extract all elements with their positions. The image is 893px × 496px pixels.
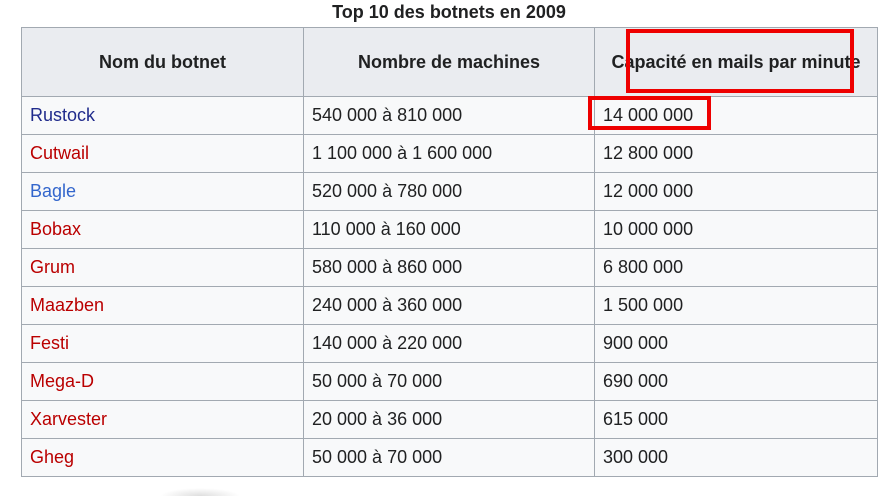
- botnet-table: Nom du botnet Nombre de machines Capacit…: [21, 27, 878, 477]
- botnet-link[interactable]: Bobax: [30, 219, 82, 239]
- cell-machine-count: 580 000 à 860 000: [303, 248, 595, 287]
- cell-mail-capacity: 12 000 000: [594, 172, 878, 211]
- cell-botnet-name: Cutwail: [21, 134, 304, 173]
- header-machine-count[interactable]: Nombre de machines: [303, 27, 595, 97]
- cell-mail-capacity: 300 000: [594, 438, 878, 477]
- cell-machine-count: 50 000 à 70 000: [303, 362, 595, 401]
- cell-botnet-name: Festi: [21, 324, 304, 363]
- table-body: Rustock 540 000 à 810 000 14 000 000 Cutwai…: [21, 96, 878, 477]
- header-botnet-name[interactable]: Nom du botnet: [21, 27, 304, 97]
- table-row: Festi 140 000 à 220 000 900 000: [21, 324, 878, 363]
- cell-machine-count: 20 000 à 36 000: [303, 400, 595, 439]
- cell-mail-capacity: 10 000 000: [594, 210, 878, 249]
- cell-mail-capacity: 6 800 000: [594, 248, 878, 287]
- cell-mail-capacity: 690 000: [594, 362, 878, 401]
- cell-machine-count: 140 000 à 220 000: [303, 324, 595, 363]
- cell-machine-count: 50 000 à 70 000: [303, 438, 595, 477]
- botnet-link[interactable]: Mega-D: [30, 371, 95, 391]
- header-row: Nom du botnet Nombre de machines Capacit…: [21, 27, 878, 97]
- cell-botnet-name: Maazben: [21, 286, 304, 325]
- cell-machine-count: 1 100 000 à 1 600 000: [303, 134, 595, 173]
- cell-mail-capacity: 12 800 000: [594, 134, 878, 173]
- cell-machine-count: 540 000 à 810 000: [303, 96, 595, 135]
- botnet-link[interactable]: Xarvester: [30, 409, 108, 429]
- botnet-link[interactable]: Maazben: [30, 295, 105, 315]
- botnet-link[interactable]: Cutwail: [30, 143, 90, 163]
- table-row: Mega-D 50 000 à 70 000 690 000: [21, 362, 878, 401]
- cell-machine-count: 110 000 à 160 000: [303, 210, 595, 249]
- header-mail-capacity[interactable]: Capacité en mails par minute: [594, 27, 878, 97]
- cell-botnet-name: Grum: [21, 248, 304, 287]
- cell-botnet-name: Xarvester: [21, 400, 304, 439]
- cell-botnet-name: Mega-D: [21, 362, 304, 401]
- cell-botnet-name: Rustock: [21, 96, 304, 135]
- cell-mail-capacity: 1 500 000: [594, 286, 878, 325]
- table-row: Rustock 540 000 à 810 000 14 000 000: [21, 96, 878, 135]
- background-smudge: [160, 488, 240, 496]
- botnet-link[interactable]: Bagle: [30, 181, 77, 201]
- cell-machine-count: 520 000 à 780 000: [303, 172, 595, 211]
- cell-botnet-name: Gheg: [21, 438, 304, 477]
- cell-mail-capacity: 615 000: [594, 400, 878, 439]
- cell-botnet-name: Bobax: [21, 210, 304, 249]
- table-row: Bobax 110 000 à 160 000 10 000 000: [21, 210, 878, 249]
- cell-botnet-name: Bagle: [21, 172, 304, 211]
- table-row: Grum 580 000 à 860 000 6 800 000: [21, 248, 878, 287]
- cell-mail-capacity: 14 000 000: [594, 96, 878, 135]
- botnet-link[interactable]: Festi: [30, 333, 70, 353]
- table-row: Gheg 50 000 à 70 000 300 000: [21, 438, 878, 477]
- table-row: Bagle 520 000 à 780 000 12 000 000: [21, 172, 878, 211]
- table-row: Xarvester 20 000 à 36 000 615 000: [21, 400, 878, 439]
- botnet-link[interactable]: Gheg: [30, 447, 75, 467]
- botnet-link[interactable]: Rustock: [30, 105, 96, 125]
- cell-mail-capacity: 900 000: [594, 324, 878, 363]
- table-caption: Top 10 des botnets en 2009: [332, 2, 566, 22]
- botnet-link[interactable]: Grum: [30, 257, 75, 277]
- cell-machine-count: 240 000 à 360 000: [303, 286, 595, 325]
- table-row: Maazben 240 000 à 360 000 1 500 000: [21, 286, 878, 325]
- table-row: Cutwail 1 100 000 à 1 600 000 12 800 000: [21, 134, 878, 173]
